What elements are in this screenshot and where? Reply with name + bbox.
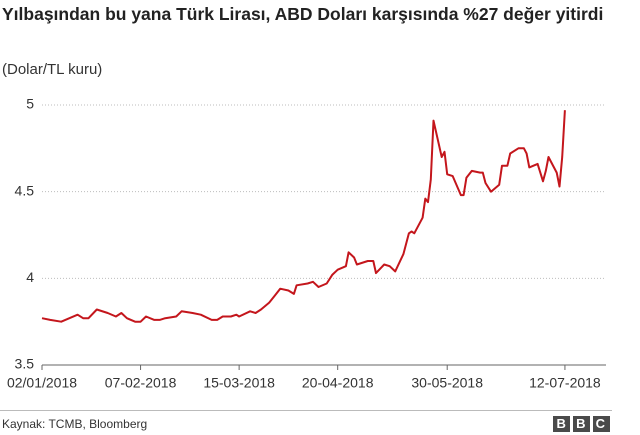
x-tick-label: 07-02-2018 <box>105 375 177 391</box>
logo-box <box>593 416 610 432</box>
x-tick-label: 12-07-2018 <box>529 375 601 391</box>
line-series <box>41 110 566 323</box>
logo-box <box>573 416 590 432</box>
y-tick-label: 4 <box>26 269 34 285</box>
x-tick-label: 30-05-2018 <box>411 375 483 391</box>
x-tick-label: 15-03-2018 <box>203 375 275 391</box>
source-note: Kaynak: TCMB, Bloomberg <box>2 417 148 431</box>
y-tick-label: 4.5 <box>15 182 35 198</box>
y-tick-label: 3.5 <box>15 356 35 372</box>
y-tick-label: 5 <box>26 96 34 112</box>
chart-subtitle: (Dolar/TL kuru) <box>2 61 103 78</box>
x-tick-label: 20-04-2018 <box>302 375 374 391</box>
chart-title: Yılbaşından bu yana Türk Lirası, ABD Dol… <box>2 4 604 24</box>
x-tick-label: 02/01/2018 <box>7 375 77 391</box>
footer-rule <box>0 410 612 411</box>
logo-box <box>553 416 570 432</box>
logo: BBC <box>553 416 610 432</box>
logo-text: BBC <box>556 416 616 431</box>
